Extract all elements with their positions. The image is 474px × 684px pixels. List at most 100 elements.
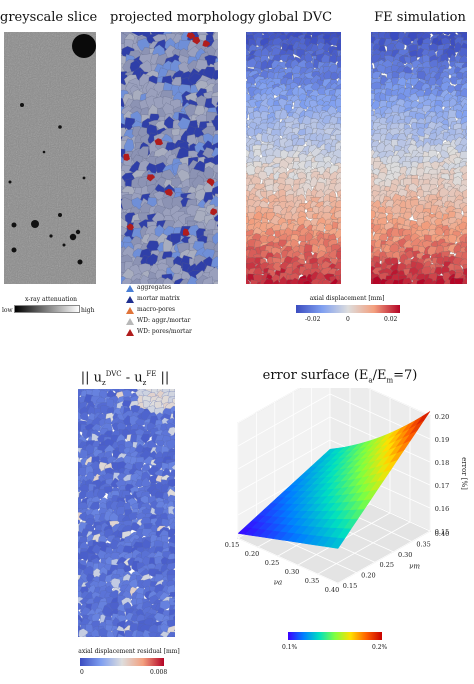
pore-mark	[146, 174, 156, 182]
mesh-cell	[246, 164, 257, 176]
mesh-cell	[213, 61, 218, 73]
mesh-cell	[376, 63, 388, 74]
triangle-icon	[126, 296, 134, 303]
mesh-cell	[464, 236, 467, 244]
mesh-cell	[340, 116, 341, 121]
mesh-cell	[272, 279, 281, 284]
mesh-cell	[172, 546, 175, 554]
mesh-cell	[100, 635, 108, 637]
z-tick-label: 0.15	[435, 528, 449, 536]
mesh-cell	[462, 268, 467, 277]
error-surface-chart: 0.15 0.20 0.25 0.30 0.35 0.40 0.15 0.20 0.25 0.30…	[220, 370, 474, 624]
mesh-cell	[78, 635, 81, 637]
mesh-cell	[172, 410, 175, 420]
mesh-cell	[246, 111, 249, 121]
mesh-cell	[173, 444, 175, 451]
disp-tick-pos: 0.02	[384, 316, 398, 323]
mesh-cell	[203, 166, 215, 179]
mesh-cell	[339, 273, 341, 280]
pore-mark	[182, 228, 190, 236]
x-tick-label: 0.30	[285, 568, 299, 576]
mesh-cell	[246, 57, 257, 68]
err-tick-high: 0.2%	[372, 644, 388, 651]
xray-high-label: high	[81, 307, 95, 314]
mesh-cell	[150, 636, 157, 637]
mesh-cell	[193, 209, 207, 223]
morphology-legend: aggregates mortar matrix macro-pores WD:…	[126, 284, 236, 340]
mesh-cell	[337, 70, 341, 80]
mesh-cell	[371, 244, 375, 255]
mesh-cell	[171, 177, 182, 188]
mesh-cell	[172, 416, 175, 424]
y-tick-label: 0.15	[343, 582, 357, 590]
grid-line	[237, 416, 331, 470]
xray-label: x-ray attenuation	[24, 296, 78, 303]
mesh-cell	[372, 275, 382, 284]
error-surface-title: error surface (Ea/Em=7)	[262, 368, 418, 385]
mesh-cell	[202, 276, 214, 284]
triangle-icon	[126, 329, 134, 336]
mesh-cell	[435, 277, 447, 284]
mesh-cell	[172, 453, 175, 462]
surface-patch	[330, 537, 346, 549]
grid-line	[237, 537, 339, 584]
mesh-cell	[335, 32, 341, 36]
mesh-cell	[212, 232, 218, 245]
mesh-cell	[121, 277, 134, 284]
z-tick-label: 0.17	[435, 482, 449, 490]
mesh-cell	[157, 635, 164, 637]
pore-mark	[186, 32, 196, 40]
err-tick-low: 0.1%	[282, 644, 298, 651]
mesh-cell	[336, 117, 341, 126]
mesh-cell	[464, 134, 467, 141]
mesh-cell	[103, 444, 115, 454]
grid-line	[237, 439, 331, 493]
pore-mark	[210, 208, 218, 216]
mesh-cell	[339, 145, 341, 151]
displacement-label: axial displacement [mm]	[309, 295, 385, 302]
mesh-cell	[162, 277, 175, 284]
residual-colorbar	[80, 658, 164, 666]
z-tick-label: 0.19	[435, 436, 449, 444]
mesh-cell	[276, 60, 288, 69]
x-tick-label: 0.20	[245, 550, 259, 558]
res-tick-max: 0.008	[150, 669, 168, 676]
y-tick-label: 0.30	[398, 551, 412, 559]
mesh-cell	[402, 277, 413, 284]
mesh-cell	[210, 256, 218, 268]
mesh-cell	[340, 123, 341, 129]
fe-image	[371, 32, 467, 284]
dvc-title: global DVC	[257, 10, 333, 25]
mesh-cell	[160, 169, 176, 181]
mesh-cell	[211, 118, 218, 132]
z-axis-label: error [%]	[460, 457, 468, 490]
xray-low-label: low	[2, 307, 13, 314]
error-colorbar	[288, 632, 382, 640]
mesh-cell	[461, 172, 467, 182]
mesh-cell	[335, 250, 341, 261]
mesh-cell	[214, 172, 218, 181]
mesh-cell	[211, 69, 218, 82]
mesh-cell	[173, 475, 175, 480]
mesh-cell	[159, 600, 172, 611]
greyscale-slice-image	[4, 32, 96, 284]
residual-label: axial displacement residual [mm]	[78, 648, 180, 655]
mesh-cell	[78, 551, 91, 562]
mesh-cell	[174, 389, 175, 393]
mesh-cell	[86, 634, 95, 637]
mesh-cell	[250, 279, 259, 284]
mesh-cell	[174, 485, 175, 491]
triangle-icon	[126, 318, 134, 325]
xray-colorbar	[14, 305, 80, 313]
dvc-image	[246, 32, 341, 284]
mesh-cell	[464, 245, 467, 254]
x-tick-label: 0.15	[225, 541, 239, 549]
mesh-cell	[213, 241, 218, 254]
mesh-cell	[321, 279, 333, 284]
residual-image	[78, 389, 175, 637]
morphology-image	[121, 32, 218, 284]
mesh-cell	[216, 223, 218, 228]
mesh-cell	[263, 278, 274, 284]
mesh-cell	[336, 59, 341, 69]
disp-tick-zero: 0	[346, 316, 350, 323]
